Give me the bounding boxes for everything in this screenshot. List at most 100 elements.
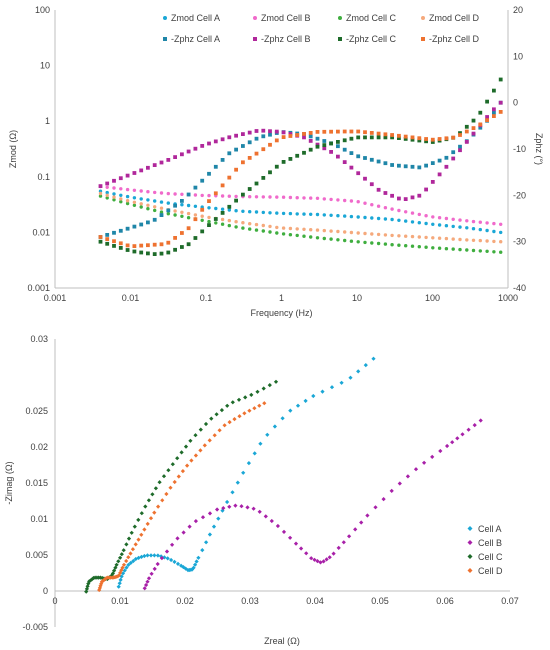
bode-point-series-6 bbox=[234, 198, 238, 203]
bode-point-series-6 bbox=[200, 229, 205, 234]
nyquist-point-series-3 bbox=[262, 401, 267, 406]
bode-point-series-2 bbox=[207, 219, 211, 224]
nyquist-point-series-2 bbox=[86, 581, 91, 586]
bode-point-series-2 bbox=[451, 247, 455, 251]
nyquist-x-tick: 0.04 bbox=[306, 596, 324, 606]
bode-point-series-3 bbox=[485, 239, 489, 243]
nyquist-point-series-0 bbox=[272, 424, 277, 429]
bode-point-series-1 bbox=[485, 221, 489, 225]
bode-point-series-0 bbox=[193, 204, 198, 208]
bode-point-series-6 bbox=[471, 118, 476, 123]
bode-point-series-4 bbox=[200, 178, 205, 183]
bode-point-series-3 bbox=[417, 235, 421, 239]
bode-point-series-0 bbox=[214, 206, 218, 211]
bode-point-series-1 bbox=[146, 190, 150, 194]
bode-point-series-0 bbox=[207, 206, 211, 210]
bode-point-series-0 bbox=[485, 228, 489, 233]
bode-point-series-6 bbox=[241, 192, 245, 197]
bode-point-series-2 bbox=[336, 238, 340, 242]
bode-point-series-2 bbox=[397, 243, 401, 247]
nyquist-point-series-0 bbox=[303, 398, 308, 403]
bode-point-series-0 bbox=[363, 215, 367, 220]
bode-point-series-3 bbox=[227, 218, 231, 223]
nyquist-point-series-0 bbox=[363, 363, 368, 368]
bode-point-series-7 bbox=[200, 207, 205, 212]
nyquist-point-series-1 bbox=[341, 540, 346, 545]
nyquist-y-tick: 0.02 bbox=[30, 442, 48, 452]
bode-point-series-4 bbox=[139, 222, 144, 227]
legend-marker bbox=[163, 37, 167, 41]
nyquist-point-series-0 bbox=[193, 562, 198, 567]
nyquist-point-series-3 bbox=[142, 527, 147, 532]
bode-point-series-7 bbox=[444, 136, 449, 141]
bode-point-series-0 bbox=[261, 210, 265, 215]
bode-point-series-7 bbox=[471, 126, 476, 130]
bode-point-series-0 bbox=[288, 211, 293, 216]
bode-point-series-2 bbox=[125, 201, 130, 206]
nyquist-point-series-1 bbox=[413, 467, 419, 472]
bode-point-series-5 bbox=[376, 187, 381, 192]
bode-point-series-0 bbox=[295, 212, 299, 216]
bode-point-series-3 bbox=[329, 229, 333, 233]
bode-point-series-5 bbox=[159, 160, 164, 165]
bode-point-series-3 bbox=[404, 234, 408, 238]
bode-point-series-1 bbox=[458, 218, 462, 222]
nyquist-point-series-1 bbox=[438, 448, 443, 454]
bode-point-series-3 bbox=[343, 230, 347, 234]
bode-point-series-3 bbox=[458, 237, 462, 242]
nyquist-point-series-2 bbox=[153, 486, 158, 491]
bode-point-series-7 bbox=[492, 114, 496, 118]
nyquist-point-series-0 bbox=[241, 470, 246, 475]
nyquist-point-series-1 bbox=[257, 509, 262, 514]
bode-point-series-6 bbox=[498, 77, 503, 82]
bode-point-series-5 bbox=[118, 176, 123, 181]
bode-point-series-6 bbox=[180, 245, 184, 249]
nyquist-point-series-0 bbox=[117, 581, 122, 586]
nyquist-point-series-1 bbox=[175, 536, 180, 541]
bode-point-series-4 bbox=[308, 134, 313, 139]
bode-point-series-0 bbox=[444, 224, 449, 228]
bode-point-series-2 bbox=[431, 246, 435, 250]
bode-y-tick: 10 bbox=[40, 61, 50, 71]
bode-point-series-7 bbox=[281, 135, 286, 139]
bode-point-series-2 bbox=[227, 223, 231, 228]
bode-point-series-1 bbox=[499, 222, 503, 226]
nyquist-point-series-2 bbox=[113, 565, 118, 570]
nyquist-point-series-1 bbox=[422, 460, 427, 465]
nyquist-point-series-3 bbox=[168, 485, 173, 490]
bode-point-series-5 bbox=[213, 139, 218, 144]
nyquist-point-series-3 bbox=[247, 408, 252, 413]
legend-item: Cell C bbox=[467, 552, 503, 562]
bode-point-series-5 bbox=[288, 132, 293, 136]
bode-point-series-7 bbox=[478, 122, 483, 127]
nyquist-y-tick-labels: -0.005 0 0.005 0.01 0.015 0.02 0.025 0.0… bbox=[22, 334, 48, 632]
bode-point-series-0 bbox=[268, 211, 272, 215]
bode-point-series-2 bbox=[275, 231, 279, 235]
bode-point-series-5 bbox=[254, 129, 259, 133]
bode-point-series-5 bbox=[125, 173, 130, 178]
legend-label: Zmod Cell B bbox=[261, 13, 311, 23]
nyquist-point-series-3 bbox=[126, 555, 131, 560]
bode-x-tick: 0.1 bbox=[200, 293, 213, 303]
nyquist-point-series-3 bbox=[212, 433, 217, 438]
bode-point-series-6 bbox=[403, 137, 408, 141]
bode-point-series-7 bbox=[247, 156, 252, 160]
bode-point-series-2 bbox=[499, 250, 503, 254]
nyquist-point-series-0 bbox=[235, 480, 240, 485]
nyquist-point-series-0 bbox=[371, 356, 376, 361]
bode-point-series-2 bbox=[166, 212, 170, 216]
bode-point-series-7 bbox=[308, 131, 313, 135]
bode-point-series-1 bbox=[281, 195, 286, 199]
bode-point-series-6 bbox=[492, 88, 496, 93]
bode-point-series-5 bbox=[498, 100, 503, 105]
nyquist-point-series-1 bbox=[336, 545, 341, 550]
bode-point-series-6 bbox=[288, 157, 293, 161]
bode-point-series-4 bbox=[478, 125, 483, 130]
nyquist-point-series-3 bbox=[207, 438, 212, 443]
nyquist-point-series-3 bbox=[156, 504, 161, 509]
bode-point-series-4 bbox=[492, 110, 496, 115]
nyquist-x-tick: 0.06 bbox=[436, 596, 454, 606]
bode-point-series-5 bbox=[383, 191, 388, 195]
legend-label: Cell A bbox=[478, 524, 502, 534]
bode-point-series-4 bbox=[322, 139, 327, 143]
